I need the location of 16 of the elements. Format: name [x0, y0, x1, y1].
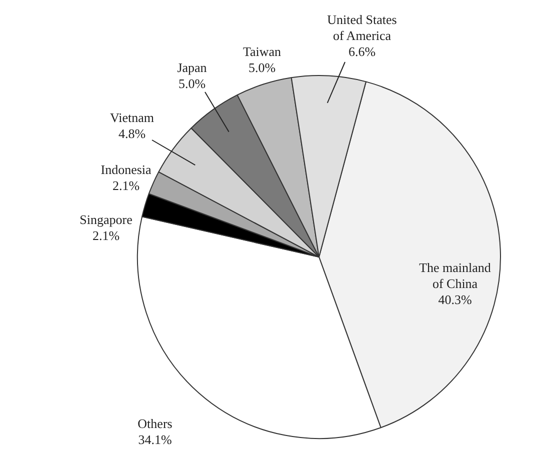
data-label: 6.6%: [348, 44, 376, 59]
data-label: 4.8%: [118, 126, 146, 141]
slice-label: Japan: [177, 60, 208, 75]
slice-label: Vietnam: [110, 110, 154, 125]
slice-label: The mainland of China: [419, 260, 492, 291]
slice-label: Indonesia: [100, 162, 152, 177]
data-label: 34.1%: [138, 432, 172, 447]
slice-label: Taiwan: [242, 44, 282, 59]
data-label: 2.1%: [112, 178, 140, 193]
slice-label: Singapore: [80, 212, 133, 227]
data-label: 5.0%: [248, 60, 276, 75]
slice-label: United States of America: [327, 12, 397, 43]
data-label: 40.3%: [438, 292, 472, 307]
data-label: 2.1%: [92, 228, 120, 243]
data-label: 5.0%: [178, 76, 206, 91]
slice-label: Others: [138, 416, 172, 431]
